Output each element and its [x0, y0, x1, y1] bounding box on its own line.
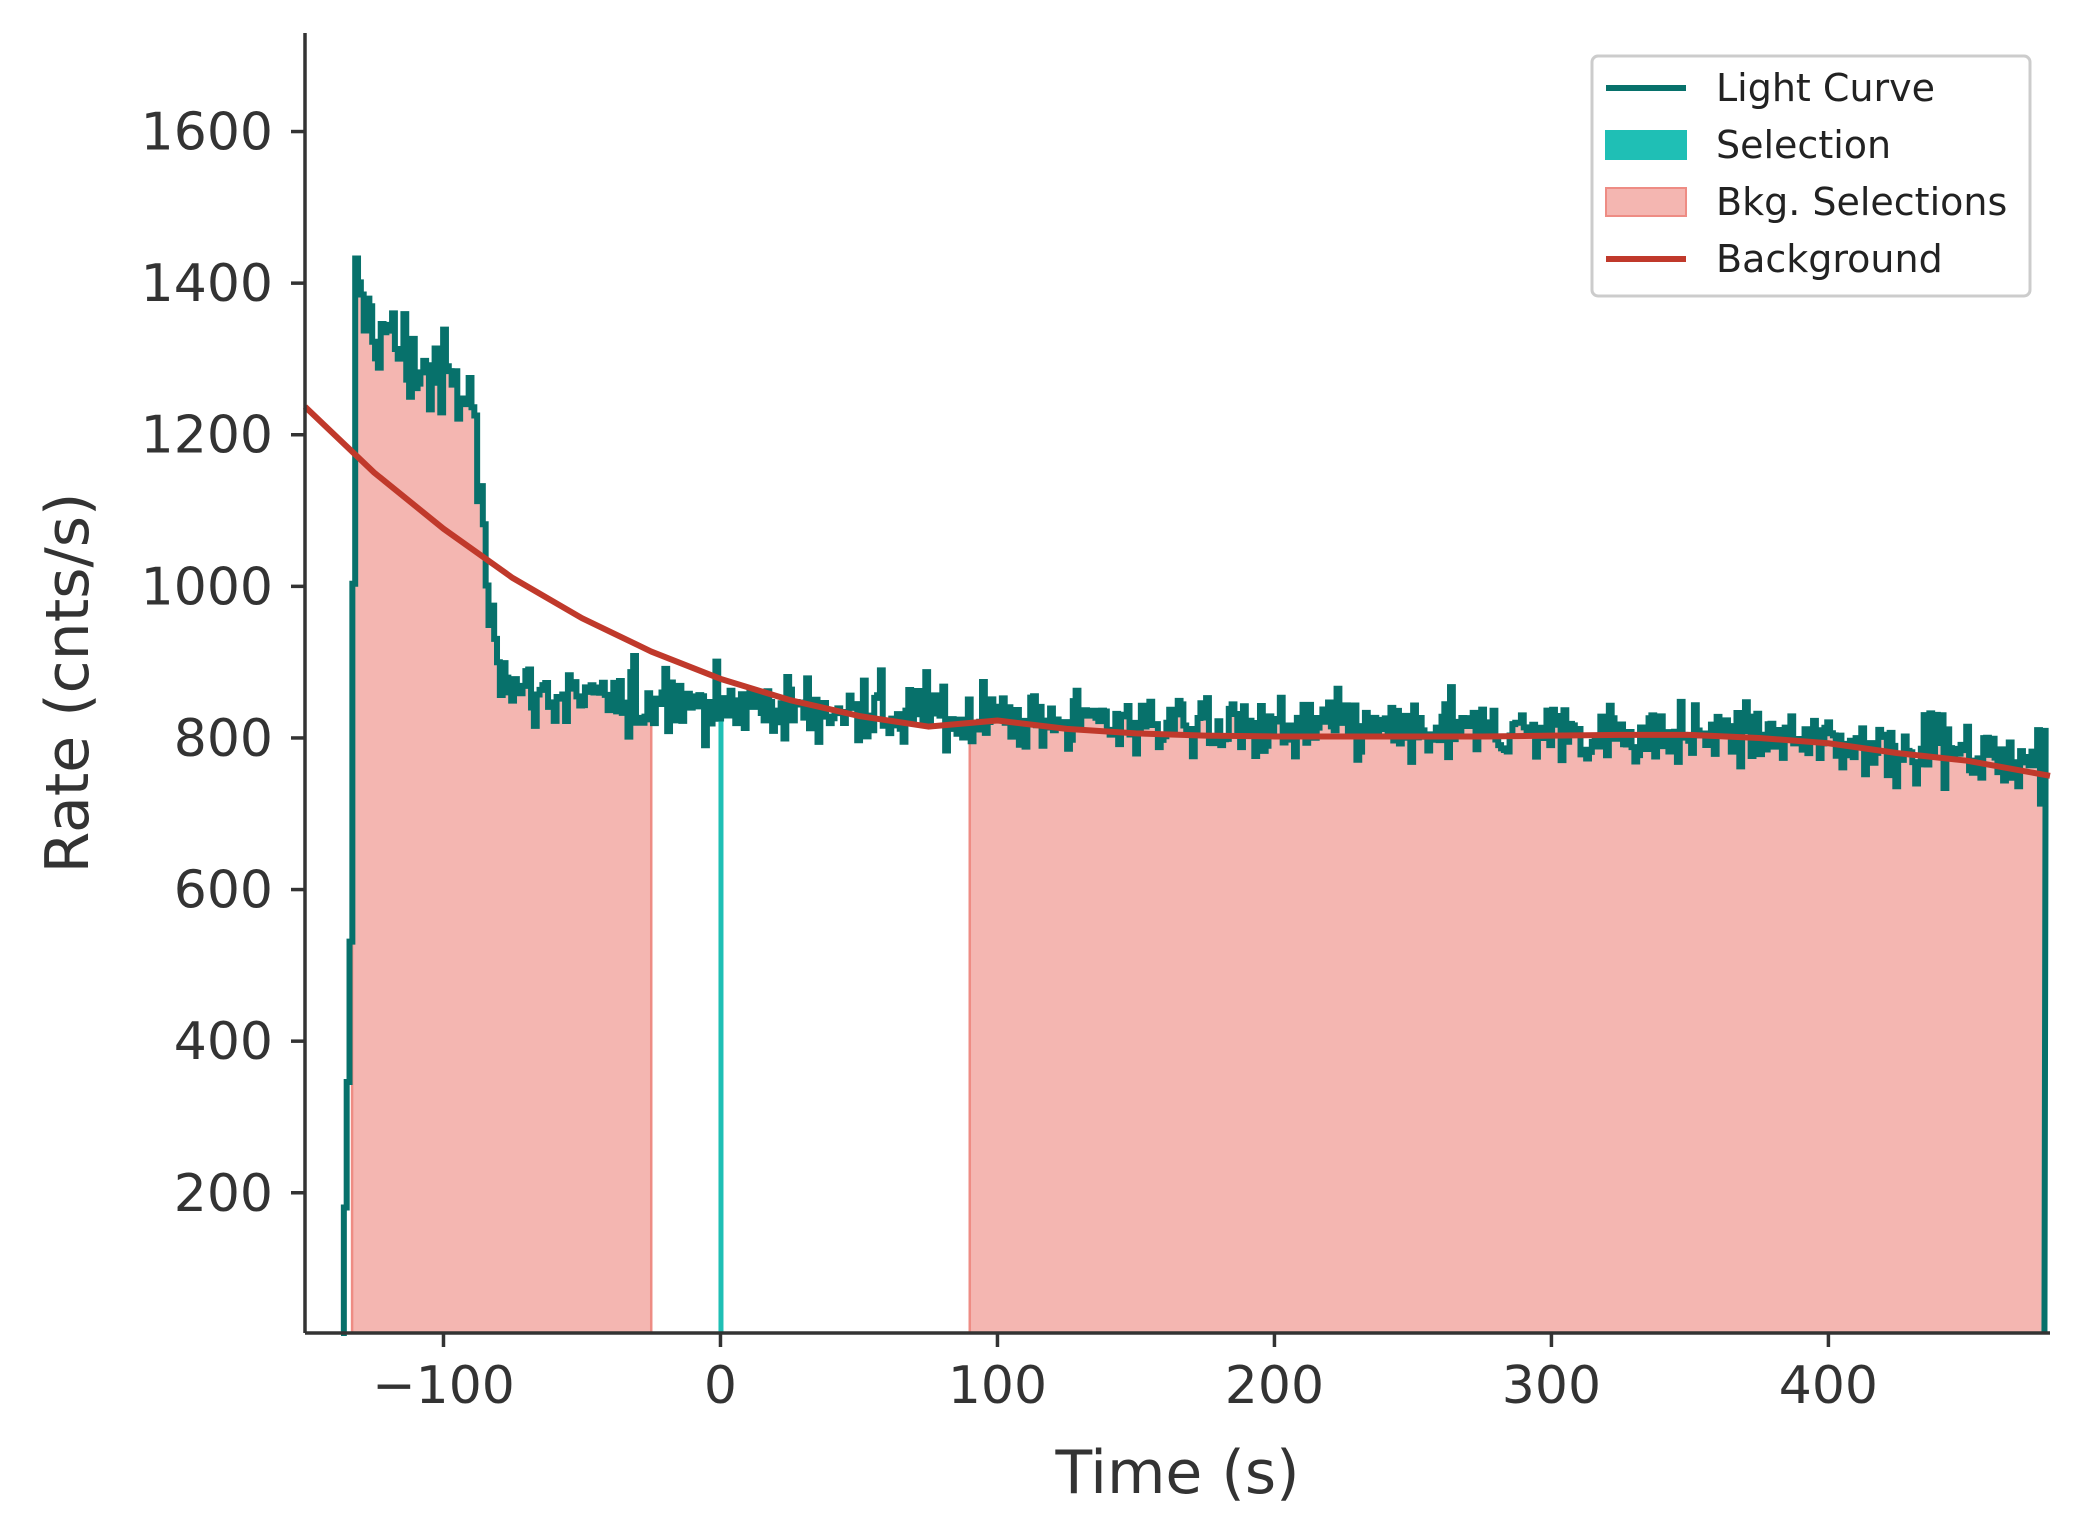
y-tick-label: 800 — [174, 709, 273, 769]
background-curve — [302, 404, 2051, 779]
x-tick-label: 200 — [1225, 1356, 1324, 1416]
background-layer — [302, 404, 2051, 779]
legend-label: Background — [1716, 237, 1943, 281]
y-tick-label: 1000 — [141, 557, 273, 617]
x-tick-label: −100 — [372, 1356, 515, 1416]
y-tick-label: 1600 — [141, 103, 273, 163]
legend-patch-swatch — [1605, 130, 1687, 160]
y-tick-label: 400 — [174, 1012, 273, 1072]
x-tick-label: 0 — [704, 1356, 737, 1416]
light-curve-line — [340, 255, 2049, 1336]
x-ticks: −100 0 100 200 300 400 — [372, 1333, 1878, 1416]
x-axis-label: Time (s) — [1055, 1438, 1300, 1508]
legend-label: Light Curve — [1716, 66, 1935, 110]
bkg-selection-region — [968, 680, 2046, 1335]
y-ticks: 200 400 600 800 1000 1200 1400 1600 — [141, 103, 305, 1224]
legend-item: Background — [1606, 237, 1943, 281]
x-tick-label: 400 — [1779, 1356, 1878, 1416]
legend-label: Bkg. Selections — [1716, 180, 2007, 224]
legend-patch-swatch — [1605, 187, 1687, 217]
x-tick-label: 300 — [1502, 1356, 1601, 1416]
y-tick-label: 1400 — [141, 254, 273, 314]
selection-region — [718, 718, 724, 1333]
legend-item: Selection — [1605, 123, 1891, 167]
bkg-selections-layer — [350, 257, 2046, 1335]
legend-box — [1590, 54, 2032, 298]
y-tick-label: 600 — [174, 861, 273, 921]
light-curve-layer — [340, 255, 2049, 1336]
legend-item: Bkg. Selections — [1605, 180, 2007, 224]
selection-layer — [718, 718, 724, 1333]
axes: −100 0 100 200 300 400 200 400 600 800 1000 1200 14… — [33, 33, 2050, 1508]
legend: Light Curve Selection Bkg. Selections Backg… — [1590, 54, 2032, 298]
x-tick-label: 100 — [948, 1356, 1047, 1416]
y-tick-label: 1200 — [141, 406, 273, 466]
legend-label: Selection — [1716, 123, 1891, 167]
y-tick-label: 200 — [174, 1164, 273, 1224]
legend-item: Light Curve — [1606, 66, 1935, 110]
bkg-selection-region — [350, 257, 653, 1335]
y-axis-label: Rate (cnts/s) — [33, 493, 103, 874]
